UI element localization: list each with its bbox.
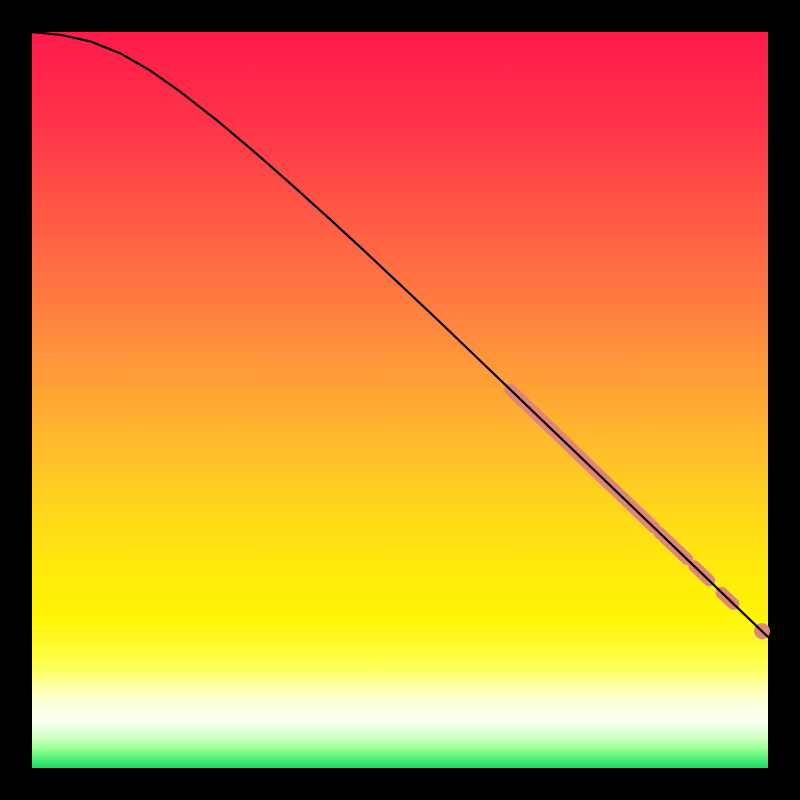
- chart-svg: [0, 0, 800, 800]
- plot-background: [32, 32, 768, 768]
- chart-container: TheBottleneck.com: [0, 0, 800, 800]
